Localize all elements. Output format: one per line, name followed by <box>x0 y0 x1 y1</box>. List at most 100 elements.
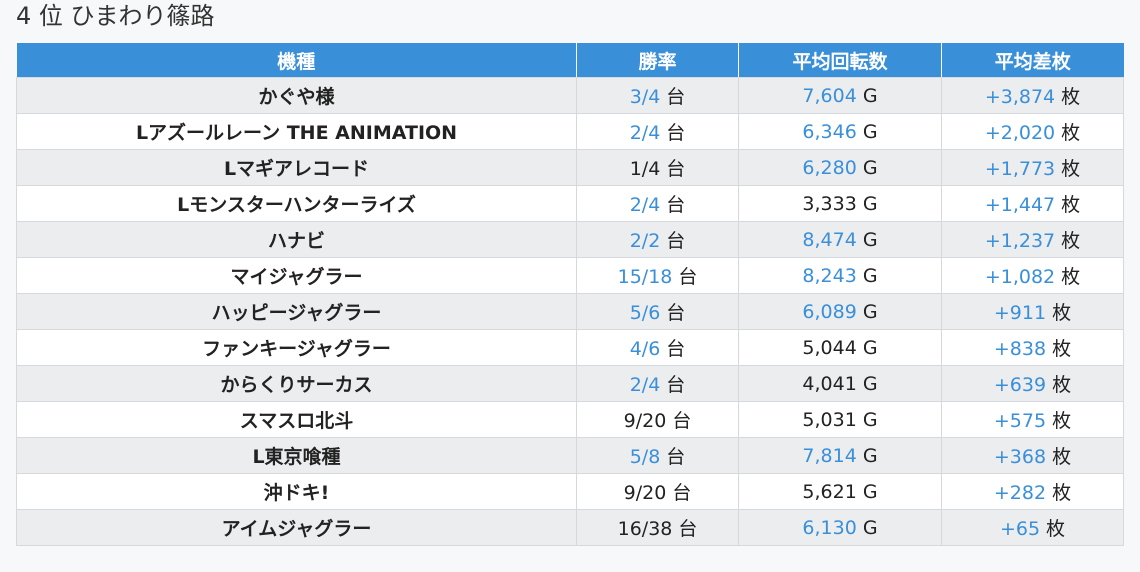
avg-spins-cell: 7,814 G <box>738 437 942 474</box>
avg-spins-cell: 6,130 G <box>738 509 942 546</box>
win-rate-unit: 台 <box>666 158 686 180</box>
machine-name-cell: 沖ドキ! <box>16 473 577 510</box>
avg-diff-value: +2,020 <box>984 122 1056 144</box>
avg-spins-value: 7,604 <box>802 84 857 107</box>
page-title: 4 位 ひまわり篠路 <box>16 2 215 30</box>
win-rate-unit: 台 <box>666 374 686 396</box>
win-rate-value: 2/4 <box>629 194 661 216</box>
table-row: Lマギアレコード 1/4 台 6,280 G +1,773 枚 <box>16 149 1124 186</box>
avg-spins-unit: G <box>862 264 878 287</box>
avg-spins-value: 6,346 <box>802 120 857 143</box>
avg-diff-cell: +1,447 枚 <box>941 185 1124 222</box>
avg-spins-cell: 5,621 G <box>738 473 942 510</box>
avg-diff-unit: 枚 <box>1052 302 1072 324</box>
machine-name-cell: ハナビ <box>16 221 577 258</box>
win-rate-unit: 台 <box>666 86 686 108</box>
avg-diff-value: +3,874 <box>984 86 1056 108</box>
machine-name-cell: からくりサーカス <box>16 365 577 402</box>
table-row: 沖ドキ! 9/20 台 5,621 G +282 枚 <box>16 473 1124 510</box>
avg-spins-cell: 8,474 G <box>738 221 942 258</box>
avg-diff-cell: +1,237 枚 <box>941 221 1124 258</box>
avg-diff-cell: +368 枚 <box>941 437 1124 474</box>
avg-spins-cell: 5,031 G <box>738 401 942 438</box>
avg-diff-cell: +1,773 枚 <box>941 149 1124 186</box>
avg-spins-unit: G <box>862 444 878 467</box>
win-rate-cell: 2/4 台 <box>576 113 739 150</box>
win-rate-cell: 9/20 台 <box>576 401 739 438</box>
avg-spins-value: 8,243 <box>802 264 857 287</box>
win-rate-cell: 5/6 台 <box>576 293 739 330</box>
avg-spins-unit: G <box>862 408 878 431</box>
win-rate-cell: 15/18 台 <box>576 257 739 294</box>
avg-diff-value: +65 <box>999 518 1041 540</box>
avg-diff-value: +1,773 <box>984 158 1056 180</box>
avg-spins-value: 6,280 <box>802 156 857 179</box>
column-header-win-rate: 勝率 <box>576 43 739 78</box>
win-rate-unit: 台 <box>666 230 686 252</box>
avg-diff-cell: +838 枚 <box>941 329 1124 366</box>
win-rate-unit: 台 <box>678 266 698 288</box>
win-rate-unit: 台 <box>672 482 692 504</box>
column-header-avg-spins: 平均回転数 <box>738 43 942 78</box>
avg-spins-unit: G <box>862 156 878 179</box>
win-rate-unit: 台 <box>666 302 686 324</box>
table-row: Lモンスターハンターライズ 2/4 台 3,333 G +1,447 枚 <box>16 185 1124 222</box>
avg-diff-unit: 枚 <box>1052 446 1072 468</box>
avg-diff-unit: 枚 <box>1061 230 1081 252</box>
win-rate-value: 15/18 <box>617 266 673 288</box>
machine-name-cell: Lマギアレコード <box>16 149 577 186</box>
machine-name-cell: Lアズールレーン THE ANIMATION <box>16 113 577 150</box>
win-rate-unit: 台 <box>666 446 686 468</box>
avg-diff-value: +1,237 <box>984 230 1056 252</box>
avg-diff-cell: +911 枚 <box>941 293 1124 330</box>
avg-diff-unit: 枚 <box>1061 158 1081 180</box>
win-rate-unit: 台 <box>666 122 686 144</box>
avg-spins-unit: G <box>862 192 878 215</box>
win-rate-value: 3/4 <box>629 86 661 108</box>
win-rate-cell: 4/6 台 <box>576 329 739 366</box>
avg-diff-value: +1,082 <box>984 266 1056 288</box>
avg-spins-value: 8,474 <box>802 228 857 251</box>
avg-diff-unit: 枚 <box>1052 482 1072 504</box>
avg-diff-value: +639 <box>993 374 1047 396</box>
win-rate-value: 9/20 <box>623 410 667 432</box>
avg-spins-value: 5,044 <box>802 336 857 359</box>
machine-name-cell: かぐや様 <box>16 77 577 114</box>
win-rate-value: 16/38 <box>617 518 673 540</box>
win-rate-unit: 台 <box>678 518 698 540</box>
table-row: アイムジャグラー 16/38 台 6,130 G +65 枚 <box>16 509 1124 546</box>
avg-diff-value: +575 <box>993 410 1047 432</box>
table-row: マイジャグラー 15/18 台 8,243 G +1,082 枚 <box>16 257 1124 294</box>
win-rate-value: 2/4 <box>629 122 661 144</box>
avg-spins-unit: G <box>862 84 878 107</box>
win-rate-value: 4/6 <box>629 338 661 360</box>
avg-diff-unit: 枚 <box>1052 410 1072 432</box>
avg-diff-value: +838 <box>993 338 1047 360</box>
avg-spins-unit: G <box>862 300 878 323</box>
avg-spins-unit: G <box>862 372 878 395</box>
avg-diff-unit: 枚 <box>1061 194 1081 216</box>
column-header-avg-diff: 平均差枚 <box>941 43 1124 78</box>
win-rate-cell: 2/4 台 <box>576 185 739 222</box>
machine-ranking-table: 機種 勝率 平均回転数 平均差枚 かぐや様 3/4 台 7,604 G +3,874 枚 Lア… <box>16 43 1124 546</box>
avg-spins-cell: 8,243 G <box>738 257 942 294</box>
avg-diff-unit: 枚 <box>1061 122 1081 144</box>
avg-spins-value: 3,333 <box>802 192 857 215</box>
table-row: ハナビ 2/2 台 8,474 G +1,237 枚 <box>16 221 1124 258</box>
avg-diff-cell: +1,082 枚 <box>941 257 1124 294</box>
avg-spins-value: 7,814 <box>802 444 857 467</box>
win-rate-cell: 2/4 台 <box>576 365 739 402</box>
win-rate-unit: 台 <box>666 338 686 360</box>
avg-spins-unit: G <box>862 228 878 251</box>
avg-spins-unit: G <box>862 480 878 503</box>
avg-spins-unit: G <box>862 516 878 539</box>
table-header-row: 機種 勝率 平均回転数 平均差枚 <box>16 43 1124 78</box>
table-row: ハッピージャグラー 5/6 台 6,089 G +911 枚 <box>16 293 1124 330</box>
machine-name-cell: ハッピージャグラー <box>16 293 577 330</box>
table-row: からくりサーカス 2/4 台 4,041 G +639 枚 <box>16 365 1124 402</box>
win-rate-cell: 16/38 台 <box>576 509 739 546</box>
avg-spins-value: 4,041 <box>802 372 857 395</box>
avg-spins-value: 6,089 <box>802 300 857 323</box>
avg-spins-cell: 3,333 G <box>738 185 942 222</box>
avg-diff-cell: +575 枚 <box>941 401 1124 438</box>
